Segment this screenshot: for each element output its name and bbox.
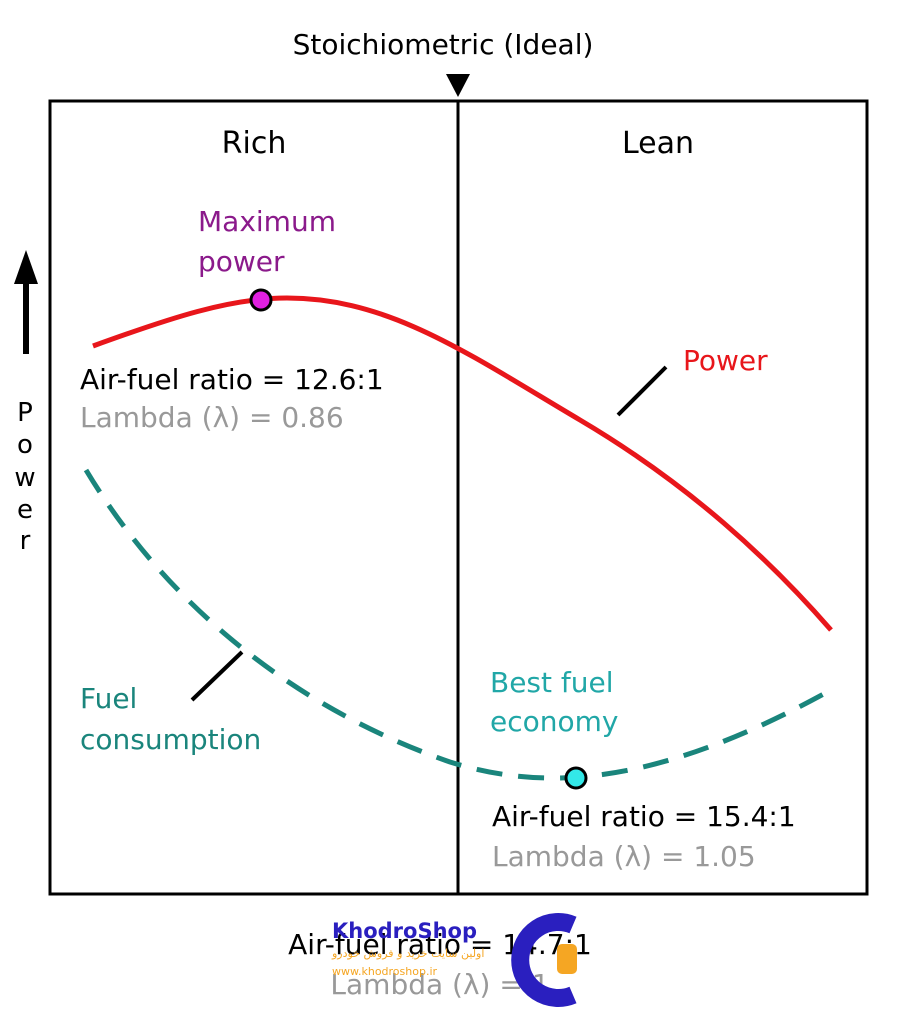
stoichiometric-marker (446, 74, 470, 97)
axis-letter: o (17, 430, 33, 460)
stoich-lambda-label: Lambda (λ) = 1 (330, 968, 549, 1001)
axis-letter: e (17, 495, 33, 525)
axis-letter: P (17, 398, 33, 428)
fuel-afr-label: Air-fuel ratio = 15.4:1 (492, 800, 796, 833)
rich-label: Rich (222, 126, 287, 161)
fuel-consumption-label: consumption (80, 723, 261, 756)
fuel-lambda-label: Lambda (λ) = 1.05 (492, 840, 756, 873)
fuel-consumption-curve (83, 468, 833, 781)
maximum-power-label: Maximum (198, 205, 336, 238)
maximum-power-label: power (198, 245, 285, 278)
best-fuel-economy-marker (564, 766, 588, 790)
watermark-c-icon (511, 913, 577, 1007)
lean-label: Lean (622, 126, 694, 161)
maximum-power-marker (249, 288, 273, 312)
fuel-leader-line (190, 650, 244, 702)
power-lambda-label: Lambda (λ) = 0.86 (80, 401, 344, 434)
power-afr-label: Air-fuel ratio = 12.6:1 (80, 363, 384, 396)
power-curve-label: Power (683, 344, 768, 377)
axis-letter: w (14, 463, 35, 493)
khodroshop-watermark-logo: KhodroShop اولین سایت خرید و فروش خودرو … (331, 913, 577, 1007)
axis-letter: r (20, 526, 31, 556)
watermark-brand: KhodroShop (332, 919, 477, 943)
power-leader-line (616, 365, 668, 417)
best-fuel-economy-label: Best fuel (490, 666, 614, 699)
watermark-block-icon (557, 944, 577, 974)
watermark-tagline: اولین سایت خرید و فروش خودرو (331, 947, 484, 960)
power-axis-arrow-icon (14, 250, 38, 284)
fuel-consumption-label: Fuel (80, 682, 137, 715)
watermark-url: www.khodroshop.ir (332, 965, 438, 978)
best-fuel-economy-label: economy (490, 705, 618, 738)
power-curve (92, 295, 833, 632)
stoichiometric-label: Stoichiometric (Ideal) (293, 28, 594, 61)
